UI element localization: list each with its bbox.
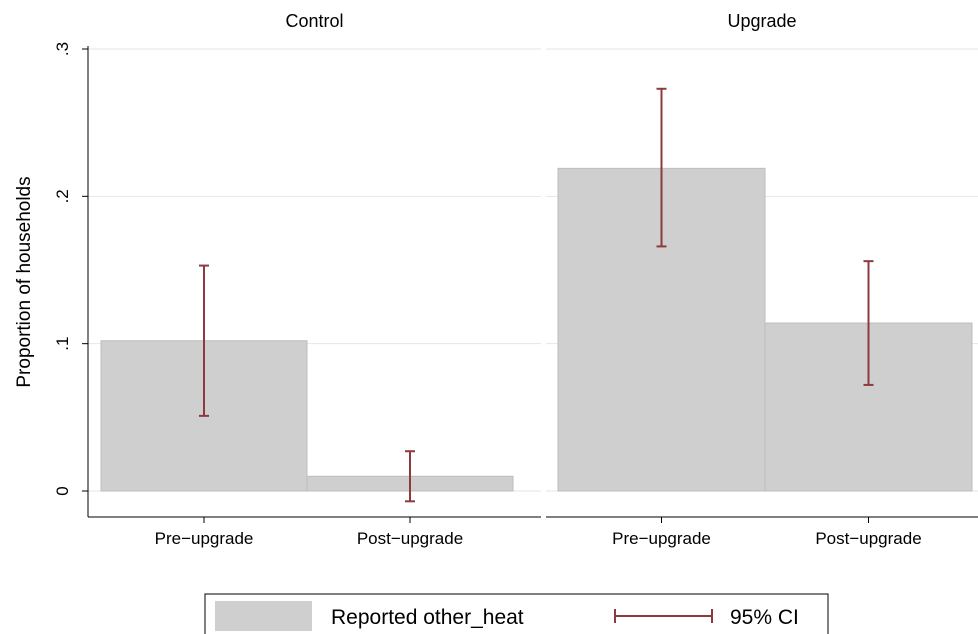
error-bar-0 — [199, 264, 209, 417]
y-tick-label: .1 — [53, 337, 72, 351]
y-axis-label: Proportion of households — [14, 176, 35, 387]
x-tick-label: Pre−upgrade — [155, 529, 254, 548]
legend-swatch-ci — [614, 609, 713, 623]
error-bar-1 — [405, 450, 415, 503]
panel-1: Upgrade Pre−upgrade Post−upgrade — [546, 11, 978, 548]
error-bar-1 — [863, 260, 874, 386]
bar-1 — [764, 322, 973, 492]
legend-label-bar: Reported other_heat — [331, 606, 524, 629]
panel-0: Control 0 .1 .2 .3 Pre−upgrade Post−upgrade — [53, 11, 541, 548]
panel-title: Control — [285, 11, 343, 31]
legend-label-ci: 95% CI — [730, 606, 799, 629]
legend-swatch-bar — [215, 601, 312, 631]
legend: Reported other_heat 95% CI — [204, 593, 829, 634]
error-bar-0 — [656, 87, 667, 248]
y-tick-label: .2 — [53, 189, 72, 203]
x-tick-label: Pre−upgrade — [612, 529, 711, 548]
panel-title: Upgrade — [727, 11, 796, 31]
x-tick-label: Post−upgrade — [815, 529, 921, 548]
y-tick-label: .3 — [53, 42, 72, 56]
y-tick-label: 0 — [53, 486, 72, 495]
x-tick-label: Post−upgrade — [357, 529, 463, 548]
